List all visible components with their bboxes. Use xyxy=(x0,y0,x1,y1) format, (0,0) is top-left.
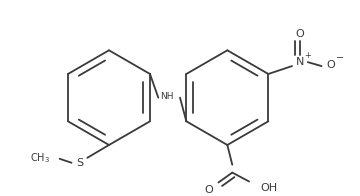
Text: CH$_3$: CH$_3$ xyxy=(30,151,50,165)
Text: NH: NH xyxy=(161,92,174,101)
Text: O: O xyxy=(204,185,213,195)
Text: OH: OH xyxy=(261,183,278,193)
Text: S: S xyxy=(76,158,83,168)
Text: −: − xyxy=(336,53,345,63)
Text: O: O xyxy=(326,60,335,70)
Text: N: N xyxy=(296,57,304,67)
Text: +: + xyxy=(304,51,311,60)
Text: O: O xyxy=(296,29,304,39)
